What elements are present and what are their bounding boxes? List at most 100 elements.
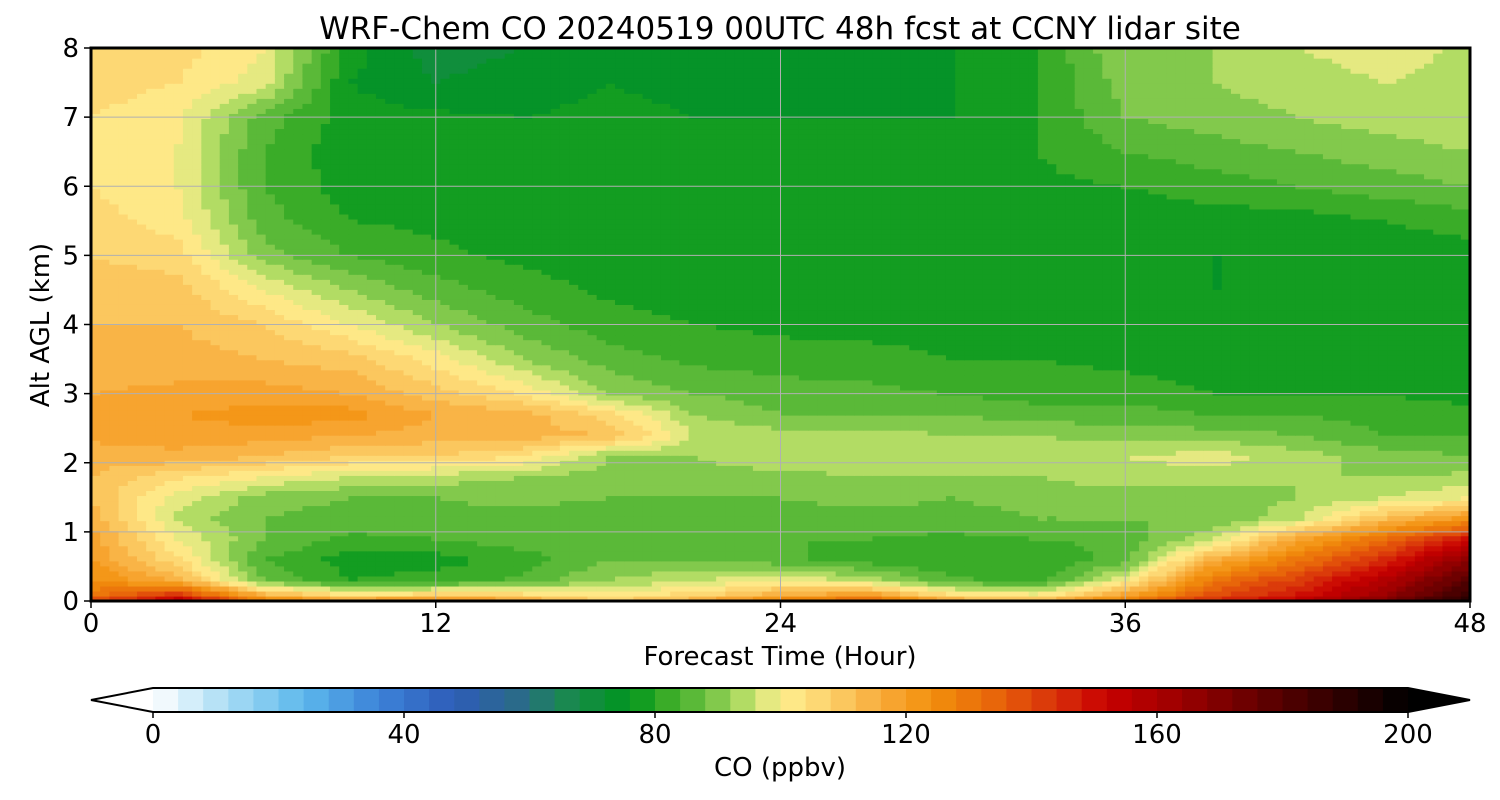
heat-cell [863, 585, 874, 592]
heat-cell [881, 560, 892, 567]
heat-cell [1129, 540, 1140, 547]
heat-cell [91, 540, 101, 547]
heat-cell [1396, 570, 1407, 577]
heat-cell [1203, 575, 1214, 582]
heat-cell [311, 455, 322, 461]
heat-cell [339, 585, 350, 592]
heat-cell [523, 585, 533, 592]
heat-cell [91, 450, 101, 456]
heat-cell [219, 490, 230, 497]
heat-cell [541, 515, 552, 522]
heat-cell [596, 550, 607, 557]
heat-cell [100, 515, 110, 522]
heat-cell [1433, 480, 1444, 486]
heat-cell [1185, 535, 1195, 542]
heat-cell [872, 550, 883, 557]
heat-cell [1037, 465, 1048, 471]
heat-cell [173, 450, 184, 456]
heat-cell [651, 515, 662, 522]
heat-cell [927, 570, 938, 577]
heat-cell [633, 550, 644, 557]
heat-cell [1157, 545, 1168, 552]
heat-cell [1240, 480, 1250, 486]
heat-cell [569, 475, 579, 481]
heat-cell [541, 590, 552, 597]
heat-cell [1157, 490, 1168, 497]
heat-cell [375, 485, 386, 491]
heat-cell [136, 510, 147, 517]
heat-cell [238, 445, 248, 451]
heat-cell [1212, 475, 1223, 481]
heat-cell [679, 530, 690, 537]
heat-cell [532, 465, 543, 471]
heat-cell [1304, 495, 1315, 502]
heat-cell [1276, 440, 1287, 446]
heat-cell [550, 550, 561, 557]
heat-cell [1433, 470, 1444, 476]
heat-cell [550, 465, 561, 471]
heat-cell [697, 505, 708, 512]
heat-cell [265, 530, 276, 537]
heat-cell [192, 440, 202, 446]
heat-cell [302, 590, 313, 597]
heat-cell [1313, 525, 1324, 532]
heat-cell [909, 455, 919, 461]
heat-cell [1157, 595, 1168, 601]
heat-cell [201, 585, 212, 592]
heat-cell [1322, 535, 1333, 542]
heat-cell [274, 505, 285, 512]
heat-cell [486, 505, 497, 512]
heat-cell [127, 465, 138, 471]
heat-cell [1295, 445, 1306, 451]
heat-cell [955, 595, 965, 601]
heat-cell [973, 535, 984, 542]
heat-cell [210, 580, 221, 587]
heat-cell [366, 465, 377, 471]
heat-cell [1185, 495, 1195, 502]
heat-cell [1378, 440, 1388, 446]
heat-cell [265, 575, 276, 582]
heat-cell [559, 555, 570, 562]
heat-cell [642, 530, 653, 537]
heat-cell [1396, 465, 1407, 471]
heat-cell [357, 505, 368, 512]
heat-cell [274, 470, 285, 476]
heat-cell [559, 495, 570, 502]
heat-cell [256, 545, 267, 552]
heat-cell [964, 530, 975, 537]
heat-cell [1304, 435, 1315, 441]
heat-cell [192, 430, 202, 436]
heat-cell [982, 545, 993, 552]
heat-cell [955, 565, 965, 572]
heat-cell [1332, 490, 1342, 497]
heat-cell [1414, 490, 1425, 497]
heat-cell [762, 440, 772, 446]
heat-cell [477, 595, 487, 601]
heat-cell [1093, 545, 1103, 552]
heat-cell [863, 490, 874, 497]
heat-cell [872, 570, 883, 577]
heat-cell [642, 570, 653, 577]
heat-cell [909, 485, 919, 491]
heat-cell [366, 445, 377, 451]
heat-cell [881, 550, 892, 557]
heat-cell [1102, 580, 1113, 587]
heat-cell [1157, 475, 1168, 481]
heat-cell [651, 525, 662, 532]
heat-cell [1019, 475, 1030, 481]
heat-cell [844, 575, 855, 582]
heat-cell [1111, 525, 1122, 532]
heat-cell [863, 545, 874, 552]
heat-cell [854, 470, 864, 476]
heat-cell [973, 500, 984, 507]
heat-cell [339, 570, 350, 577]
heat-cell [1047, 515, 1057, 522]
heat-cell [1396, 550, 1407, 557]
heat-cell [458, 520, 469, 527]
heat-cell [284, 505, 294, 512]
heat-cell [394, 480, 405, 486]
heat-cell [1240, 550, 1250, 557]
heat-cell [385, 590, 395, 597]
heat-cell [513, 430, 524, 436]
heat-cell [927, 440, 938, 446]
